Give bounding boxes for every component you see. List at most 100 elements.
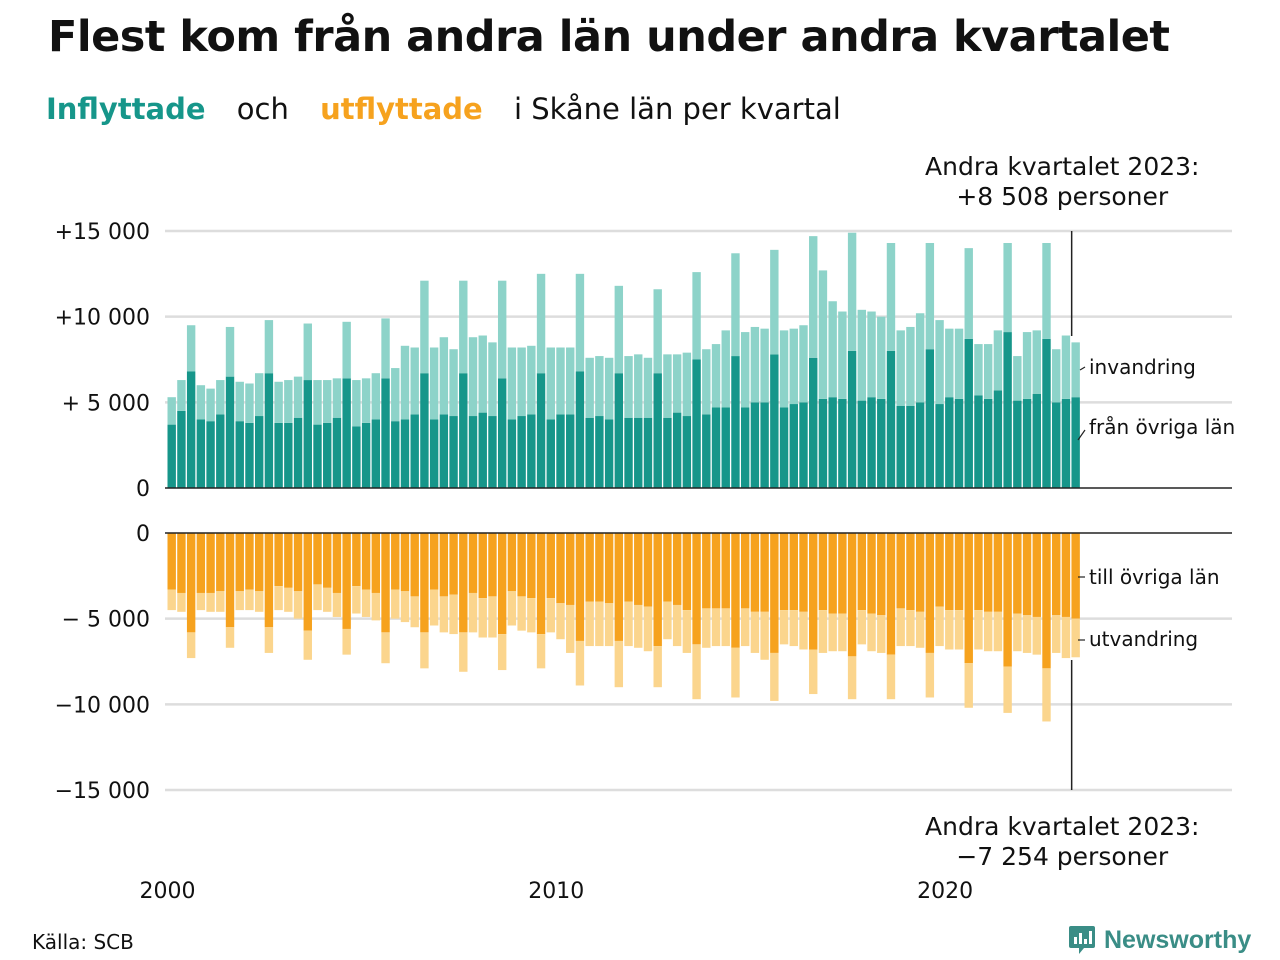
bar-till-ovriga-lan [527,533,536,599]
bar-utvandring [1013,613,1022,652]
bar-fran-ovriga-lan [799,402,808,488]
bar-utvandring [740,608,750,647]
bar-fran-ovriga-lan [410,414,419,488]
bar-utvandring [449,594,458,635]
bar-invandring [167,397,176,425]
bar-invandring [459,280,468,374]
bar-till-ovriga-lan [653,533,662,647]
bar-fran-ovriga-lan [663,417,672,488]
brand-name: Newsworthy [1104,925,1252,954]
bar-till-ovriga-lan [964,533,973,664]
bar-invandring [760,328,769,403]
bar-invandring [838,311,847,399]
bar-invandring [702,349,711,415]
bar-invandring [993,330,1003,391]
bar-invandring [595,356,604,417]
bar-till-ovriga-lan [497,533,507,635]
bar-utvandring [352,586,361,614]
bar-invandring [857,309,867,401]
bar-fran-ovriga-lan [964,338,973,488]
bar-invandring [828,301,837,398]
bar-till-ovriga-lan [420,533,429,633]
bar-till-ovriga-lan [896,533,905,609]
bar-till-ovriga-lan [556,533,565,604]
bar-till-ovriga-lan [847,533,857,657]
bar-invandring [1061,335,1071,399]
bar-utvandring [595,601,604,647]
bar-utvandring [546,598,555,633]
bar-invandring [750,326,760,403]
bar-till-ovriga-lan [818,533,828,611]
bar-fran-ovriga-lan [274,422,283,488]
bar-fran-ovriga-lan [536,373,546,488]
bar-till-ovriga-lan [478,533,487,599]
bar-utvandring [478,598,487,638]
bar-till-ovriga-lan [546,533,555,599]
bar-till-ovriga-lan [206,533,215,593]
bar-invandring [235,381,244,422]
bar-fran-ovriga-lan [371,419,381,488]
bar-invandring [1042,242,1051,339]
bar-utvandring [186,632,196,659]
bar-fran-ovriga-lan [575,371,585,488]
bar-invandring [546,347,555,420]
bar-till-ovriga-lan [702,533,711,609]
bar-invandring [672,354,682,413]
bar-utvandring [847,656,857,700]
bar-fran-ovriga-lan [1013,400,1022,488]
bar-utvandring [750,611,760,653]
bar-till-ovriga-lan [906,533,915,611]
bar-till-ovriga-lan [400,533,410,592]
bar-invandring [478,335,487,413]
bar-invandring [313,380,322,425]
bar-utvandring [206,592,215,612]
bar-invandring [1032,330,1041,394]
bar-utvandring [566,604,575,653]
bar-till-ovriga-lan [789,533,798,611]
bar-fran-ovriga-lan [361,422,371,488]
bar-till-ovriga-lan [566,533,575,605]
bar-till-ovriga-lan [536,533,546,635]
bar-invandring [779,330,789,408]
leader-fran-ovriga-lan [1077,429,1086,441]
bar-utvandring [536,634,546,669]
bar-utvandring [177,592,186,612]
bar-invandring [303,323,312,381]
bar-fran-ovriga-lan [1061,398,1071,488]
bar-invandring [225,326,235,377]
bar-invandring [925,242,935,350]
bar-invandring [527,345,536,415]
bar-utvandring [993,611,1003,652]
bar-utvandring [818,610,828,653]
bar-till-ovriga-lan [361,533,371,590]
bar-utvandring [731,647,740,698]
bar-fran-ovriga-lan [604,419,614,488]
bar-fran-ovriga-lan [877,398,886,488]
bar-till-ovriga-lan [857,533,867,611]
leader-invandring [1079,366,1086,371]
bar-fran-ovriga-lan [1022,398,1032,488]
bar-invandring [867,311,876,398]
bar-utvandring [313,584,322,611]
bar-till-ovriga-lan [167,533,176,590]
bar-fran-ovriga-lan [517,416,526,488]
bar-utvandring [915,611,925,648]
bar-till-ovriga-lan [342,533,351,629]
ytick-label-top: +10 000 [55,306,150,331]
bar-utvandring [634,604,643,648]
newsworthy-icon [1069,926,1095,954]
bar-till-ovriga-lan [459,533,468,633]
bar-invandring [1052,349,1061,403]
bar-till-ovriga-lan [468,533,478,593]
bar-till-ovriga-lan [838,533,847,614]
bar-invandring [711,344,721,408]
bar-utvandring [760,611,769,660]
bar-utvandring [935,606,944,647]
xtick-label: 2010 [528,879,584,904]
bar-till-ovriga-lan [507,533,517,592]
bar-utvandring [653,646,662,688]
bar-utvandring [585,601,594,647]
bar-fran-ovriga-lan [847,350,857,488]
bar-invandring [585,357,594,418]
bar-till-ovriga-lan [352,533,361,587]
